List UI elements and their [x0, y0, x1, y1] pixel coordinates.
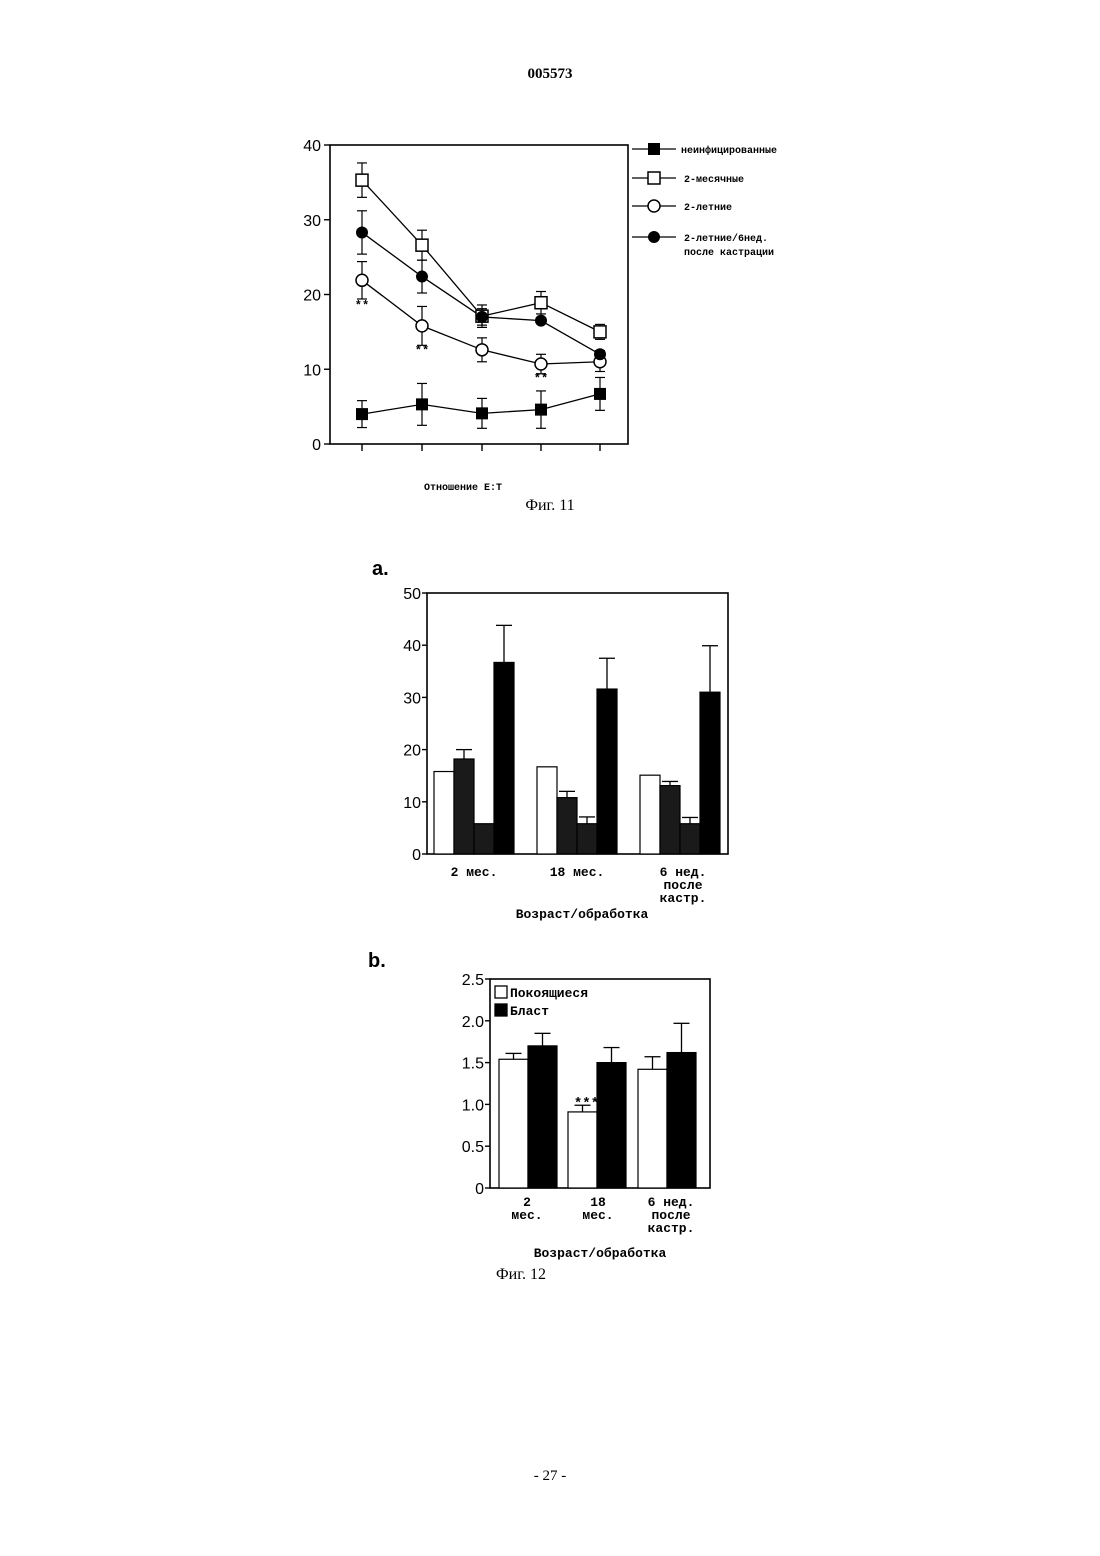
- fig12b-y-tick-label: 0: [475, 1181, 484, 1198]
- fig12b-y-tick-label: 0.5: [462, 1139, 484, 1156]
- fig12b-bar: [568, 1112, 597, 1188]
- fig12b-y-tick-label: 1.0: [462, 1097, 484, 1114]
- fig12b-category-label: мес.: [511, 1208, 542, 1223]
- fig12b-category-label: мес.: [582, 1208, 613, 1223]
- fig12b-legend-swatch: [495, 986, 507, 998]
- fig12b-bar: [667, 1053, 696, 1188]
- fig12b-category-label: кастр.: [648, 1221, 695, 1236]
- fig12b-y-tick-label: 1.5: [462, 1056, 484, 1073]
- fig12b-significance-mark: ***: [574, 1096, 599, 1112]
- fig12b-bars: ***: [499, 1023, 696, 1188]
- page-number: - 27 -: [0, 1468, 1100, 1485]
- fig12b-y-tick-label: 2.5: [462, 972, 484, 989]
- fig12b-bar: [499, 1059, 528, 1188]
- fig12b-bar: [528, 1046, 557, 1188]
- fig12b-category-labels: 2мес.18мес.6 нед.послекастр.: [511, 1195, 694, 1236]
- fig12-caption: Фиг. 12: [496, 1266, 546, 1284]
- fig12b-y-tick-label: 2.0: [462, 1014, 484, 1031]
- fig12b-legend: Покоящиеся Бласт: [495, 986, 588, 1019]
- fig12b-legend-label: Покоящиеся: [510, 986, 588, 1001]
- fig12b-x-axis-label: Возраст/обработка: [534, 1246, 667, 1261]
- fig12b-legend-swatch: [495, 1004, 507, 1016]
- fig12b-bar-chart: 0 0.5 1.0 1.5 2.0 2.5 *** 2мес.18мес.6 нед.по…: [0, 0, 1100, 1300]
- fig12b-legend-label: Бласт: [510, 1004, 549, 1019]
- fig12b-bar: [638, 1069, 667, 1188]
- fig12b-bar: [597, 1063, 626, 1188]
